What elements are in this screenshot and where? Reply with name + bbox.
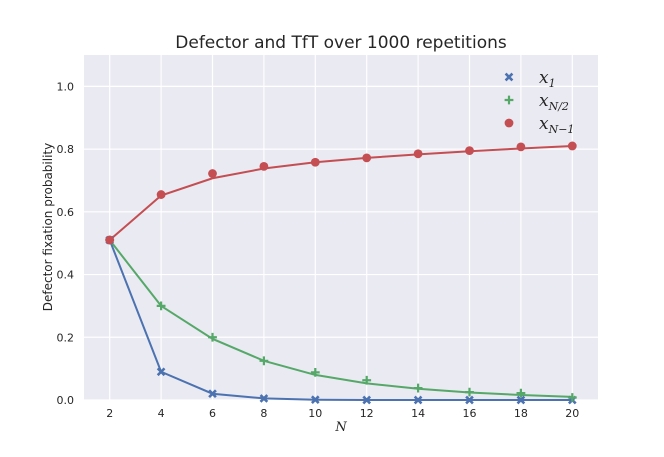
y-tick-label: 0.8 xyxy=(57,143,75,156)
data-point xyxy=(208,169,217,178)
data-point xyxy=(259,394,269,403)
y-tick-label: 1.0 xyxy=(57,80,75,93)
data-point xyxy=(310,368,320,377)
y-tick-label: 0.0 xyxy=(57,394,75,407)
x-tick-label: 12 xyxy=(360,407,374,420)
x-tick-label: 14 xyxy=(411,407,425,420)
legend-label-1: x1 xyxy=(539,68,556,90)
x-tick-label: 16 xyxy=(463,407,477,420)
x-tick-label: 20 xyxy=(565,407,579,420)
data-point xyxy=(567,393,577,402)
data-point xyxy=(413,395,423,405)
data-point xyxy=(310,395,320,405)
data-point xyxy=(413,383,423,393)
data-point xyxy=(516,142,526,152)
x-tick-label: 2 xyxy=(106,407,113,420)
data-point xyxy=(516,395,526,405)
data-point xyxy=(259,161,269,171)
x-tick-label: 8 xyxy=(260,407,267,420)
legend-label-2: xN/2 xyxy=(539,91,569,113)
data-point xyxy=(362,375,372,385)
chart-title: Defector and TfT over 1000 repetitions xyxy=(175,33,507,53)
legend-label-3: xN−1 xyxy=(539,114,574,136)
data-point xyxy=(156,301,166,311)
data-point xyxy=(105,235,115,245)
series-line-2 xyxy=(108,239,573,398)
data-point xyxy=(465,146,474,156)
data-point xyxy=(208,332,217,342)
legend-marker-3 xyxy=(504,118,514,128)
data-point xyxy=(516,388,526,398)
data-point xyxy=(567,141,577,151)
y-axis-label: Defector fixation probability xyxy=(41,143,55,311)
data-point xyxy=(156,190,166,199)
series-line-3 xyxy=(109,144,573,241)
x-axis-label: N xyxy=(334,420,347,435)
data-point xyxy=(362,153,372,163)
tick-labels: 2 4 6 8 10 12 14 16 18 20 0.0 0.2 0.4 0.6 0.8 1.0 xyxy=(57,80,580,420)
series-line-1 xyxy=(108,239,573,401)
data-point xyxy=(362,395,372,405)
series-curves xyxy=(108,144,573,401)
x-tick-label: 4 xyxy=(158,407,165,420)
data-point xyxy=(465,387,474,397)
data-point xyxy=(156,367,166,377)
legend-marker-2 xyxy=(504,95,514,105)
legend-marker-1 xyxy=(504,72,514,82)
y-tick-label: 0.4 xyxy=(57,269,75,282)
x-tick-label: 6 xyxy=(209,407,216,420)
data-point xyxy=(465,395,474,405)
x-tick-label: 18 xyxy=(514,407,528,420)
plot-area xyxy=(84,55,598,400)
y-tick-label: 0.6 xyxy=(57,206,75,219)
y-tick-label: 0.2 xyxy=(57,331,75,344)
data-point xyxy=(310,157,320,167)
data-point xyxy=(413,149,423,159)
data-point xyxy=(208,389,217,399)
x-tick-label: 10 xyxy=(308,407,322,420)
data-point xyxy=(259,356,269,366)
series-markers xyxy=(105,141,577,405)
